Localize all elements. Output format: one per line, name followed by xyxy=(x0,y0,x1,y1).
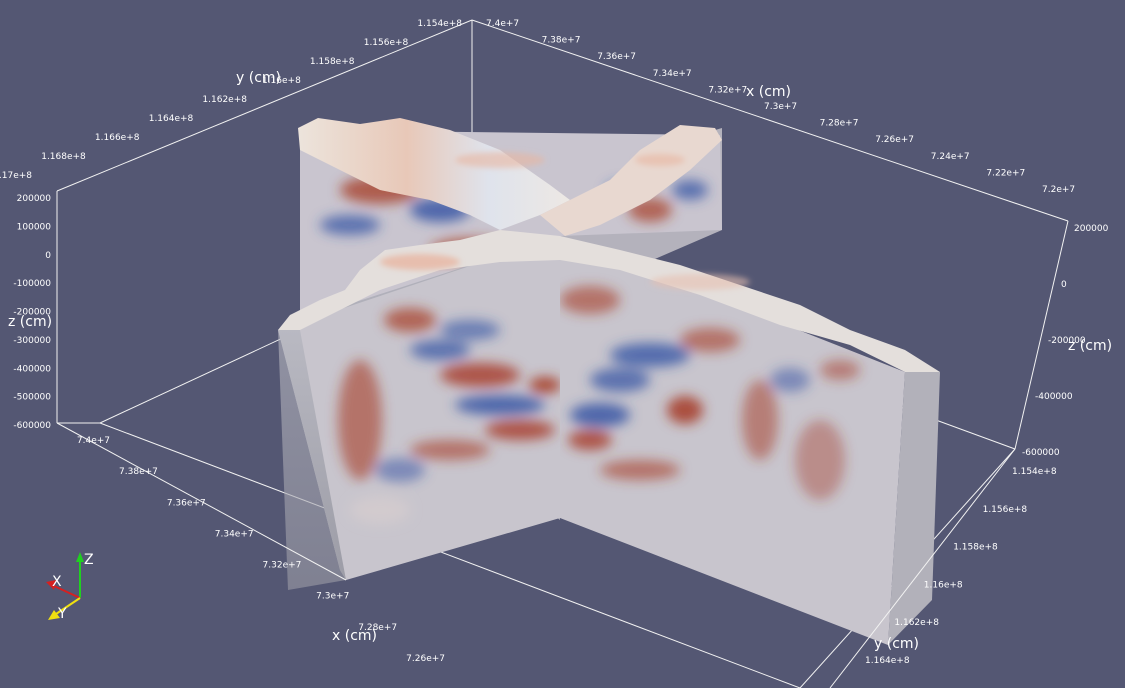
z-left-tick-label: -500000 xyxy=(13,393,51,403)
x-front-tick-label: 7.4e+7 xyxy=(77,436,110,446)
x-back-tick-label: 7.28e+7 xyxy=(820,119,859,129)
z-right-tick-label: 200000 xyxy=(1074,224,1109,234)
bounding-box-front xyxy=(56,422,1016,688)
z-axis-title-left: z (cm) xyxy=(8,314,52,330)
x-front-tick-label: 7.36e+7 xyxy=(167,498,206,508)
y-front-tick-label: 1.164e+8 xyxy=(865,656,910,666)
y-back-tick-label: 1.164e+8 xyxy=(149,114,194,124)
z-left-tick-label: -400000 xyxy=(13,364,51,374)
y-back-tick-label: 1.16e+8 xyxy=(262,76,301,86)
x-front-tick-label: 7.3e+7 xyxy=(316,592,349,602)
terrain-volume xyxy=(278,118,940,645)
y-back-tick-label: 1.158e+8 xyxy=(310,57,355,67)
y-back-tick-label: 1.156e+8 xyxy=(364,38,409,48)
x-back-tick-label: 7.32e+7 xyxy=(708,85,747,95)
z-right-tick-label: -600000 xyxy=(1022,448,1060,458)
z-left-tick-label: -600000 xyxy=(13,421,51,431)
y-front-tick-label: 1.156e+8 xyxy=(983,505,1028,515)
z-left-tick-label: -100000 xyxy=(13,279,51,289)
z-axis-title-right: z (cm) xyxy=(1068,338,1112,354)
axis-ticks: 1.154e+8 1.156e+8 1.158e+8 1.16e+8 1.162e+8 1… xyxy=(0,19,1109,666)
z-left-tick-label: 100000 xyxy=(17,222,52,232)
y-front-tick-label: 1.154e+8 xyxy=(1012,467,1057,477)
x-back-tick-label: 7.22e+7 xyxy=(986,168,1025,178)
z-left-tick-label: -300000 xyxy=(13,336,51,346)
x-axis-title-back: x (cm) xyxy=(746,84,791,100)
y-front-tick-label: 1.162e+8 xyxy=(894,618,939,628)
orientation-x-label: X xyxy=(52,574,62,590)
y-back-tick-label: 1.17e+8 xyxy=(0,171,32,181)
x-back-tick-label: 7.4e+7 xyxy=(486,19,519,29)
x-back-tick-label: 7.2e+7 xyxy=(1042,185,1075,195)
x-front-tick-label: 7.26e+7 xyxy=(406,654,445,664)
x-back-tick-label: 7.38e+7 xyxy=(542,36,581,46)
y-front-tick-label: 1.158e+8 xyxy=(953,543,998,553)
y-back-tick-label: 1.162e+8 xyxy=(202,95,247,105)
x-front-tick-label: 7.38e+7 xyxy=(119,467,158,477)
x-back-tick-label: 7.24e+7 xyxy=(931,152,970,162)
y-back-tick-label: 1.166e+8 xyxy=(95,133,140,143)
orientation-y-label: Y xyxy=(57,606,67,622)
y-axis-title-back: y (cm) xyxy=(236,70,281,86)
y-back-tick-label: 1.168e+8 xyxy=(41,152,86,162)
z-right-tick-label: -200000 xyxy=(1048,336,1086,346)
orientation-axes-widget: Z X Y xyxy=(46,552,94,622)
x-front-tick-label: 7.32e+7 xyxy=(263,561,302,571)
y-axis-title-front: y (cm) xyxy=(874,636,919,652)
y-back-tick-label: 1.154e+8 xyxy=(417,19,462,29)
y-front-tick-label: 1.16e+8 xyxy=(924,580,963,590)
x-back-tick-label: 7.3e+7 xyxy=(764,102,797,112)
x-front-tick-label: 7.28e+7 xyxy=(358,623,397,633)
z-right-tick-label: -400000 xyxy=(1035,392,1073,402)
x-back-tick-label: 7.36e+7 xyxy=(597,52,636,62)
z-right-tick-label: 0 xyxy=(1061,280,1067,290)
x-back-tick-label: 7.34e+7 xyxy=(653,69,692,79)
z-left-tick-label: 0 xyxy=(45,251,51,261)
z-left-tick-label: 200000 xyxy=(17,194,52,204)
x-back-tick-label: 7.26e+7 xyxy=(875,135,914,145)
x-front-tick-label: 7.34e+7 xyxy=(215,529,254,539)
orientation-z-label: Z xyxy=(84,552,94,568)
z-left-tick-label: -200000 xyxy=(13,308,51,318)
x-axis-title-front: x (cm) xyxy=(332,628,377,644)
